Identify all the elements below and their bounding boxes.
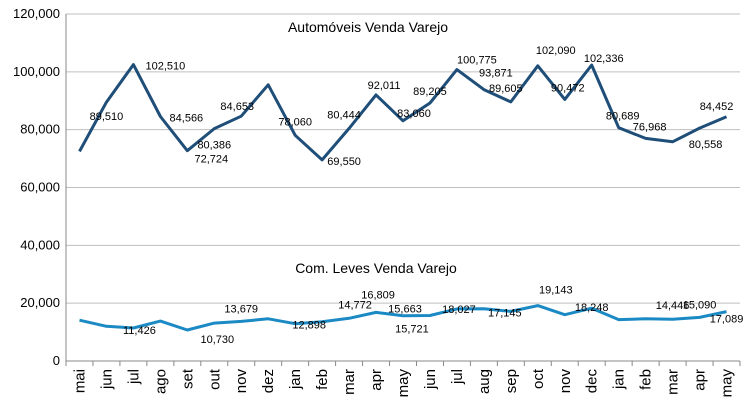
- x-tick-label: mar: [665, 369, 682, 395]
- x-tick-label: jul: [449, 369, 466, 385]
- data-label: 90,472: [551, 82, 585, 94]
- series-line-1: [79, 304, 727, 332]
- x-tick-label: nov: [557, 369, 574, 394]
- x-tick-label: apr: [692, 369, 709, 391]
- data-label: 11,426: [123, 325, 156, 337]
- data-label: 84,566: [170, 112, 204, 124]
- data-label: 100,775: [457, 55, 497, 67]
- x-tick-label: jun: [422, 369, 439, 390]
- y-tick-label: 0: [53, 353, 60, 368]
- x-tick-label: set: [179, 368, 196, 389]
- data-label: 69,550: [327, 156, 361, 168]
- y-tick-label: 120,000: [13, 6, 60, 21]
- data-label: 102,090: [536, 45, 576, 57]
- data-label: 18,027: [442, 304, 476, 316]
- data-label: 13,679: [224, 303, 258, 315]
- y-tick-label: 80,000: [20, 122, 60, 137]
- data-label: 78,060: [278, 116, 312, 128]
- series-lines: [78, 63, 728, 332]
- data-label: 93,871: [479, 68, 513, 80]
- data-label: 89,510: [90, 111, 124, 123]
- data-label: 102,336: [584, 53, 624, 65]
- x-tick-label: mai: [71, 369, 88, 393]
- y-tick-label: 60,000: [20, 180, 60, 195]
- data-label: 80,689: [606, 111, 640, 123]
- series-title-com-leves: Com. Leves Venda Varejo: [295, 260, 457, 276]
- data-label: 72,724: [194, 154, 228, 166]
- x-tick-label: ago: [152, 369, 169, 394]
- data-label: 92,011: [368, 80, 401, 92]
- x-tick-label: feb: [314, 369, 331, 390]
- data-label: 19,143: [539, 285, 573, 297]
- x-tick-label: jul: [125, 369, 142, 385]
- data-label: 83,060: [397, 108, 431, 120]
- axes: 0 20,000 40,000 60,000 80,000 100,000 120,000 m…: [13, 6, 741, 398]
- data-labels: 89,510 102,510 84,566 72,724 80,386 84,653 78,…: [90, 45, 744, 346]
- x-tick-label: out: [206, 368, 223, 390]
- data-label: 14,772: [338, 299, 372, 311]
- data-label: 84,653: [220, 101, 254, 113]
- data-label: 10,730: [200, 334, 234, 346]
- data-label: 80,444: [327, 109, 361, 121]
- data-label: 16,809: [361, 289, 395, 301]
- data-label: 80,386: [197, 140, 231, 152]
- data-label: 80,558: [689, 139, 723, 151]
- series-title-automoveis: Automóveis Venda Varejo: [288, 19, 448, 35]
- data-label: 17,089: [710, 314, 744, 326]
- x-tick-label: nov: [233, 369, 250, 394]
- data-label: 15,663: [388, 304, 422, 316]
- x-tick-label: jan: [611, 369, 628, 390]
- data-label: 18,248: [575, 302, 609, 314]
- x-tick-label: may: [719, 369, 736, 398]
- series-line-0: [78, 63, 728, 162]
- data-label: 89,605: [489, 83, 523, 95]
- x-tick-label: aug: [476, 369, 493, 394]
- x-tick-label: mar: [341, 369, 358, 395]
- data-label: 15,090: [683, 299, 717, 311]
- x-tick-label: sep: [503, 369, 520, 393]
- data-label: 102,510: [146, 61, 186, 73]
- y-tick-label: 20,000: [20, 295, 60, 310]
- x-tick-label: apr: [368, 369, 385, 391]
- x-tick-label: jan: [287, 369, 304, 390]
- data-label: 12,898: [292, 320, 326, 332]
- data-label: 17,145: [488, 307, 522, 319]
- data-label: 76,968: [633, 121, 667, 133]
- data-label: 15,721: [395, 324, 429, 336]
- x-tick-label: oct: [530, 368, 547, 389]
- x-tick-label: feb: [638, 369, 655, 390]
- data-label: 14,446: [656, 300, 690, 312]
- y-tick-label: 40,000: [20, 237, 60, 252]
- x-tick-label: jun: [98, 369, 115, 390]
- data-label: 89,205: [413, 86, 447, 98]
- data-label: 84,452: [700, 101, 734, 113]
- x-tick-label: may: [395, 369, 412, 398]
- x-tick-label: dec: [584, 369, 601, 394]
- x-tick-label: dez: [260, 369, 277, 393]
- gridlines: [66, 13, 740, 304]
- y-tick-label: 100,000: [13, 64, 60, 79]
